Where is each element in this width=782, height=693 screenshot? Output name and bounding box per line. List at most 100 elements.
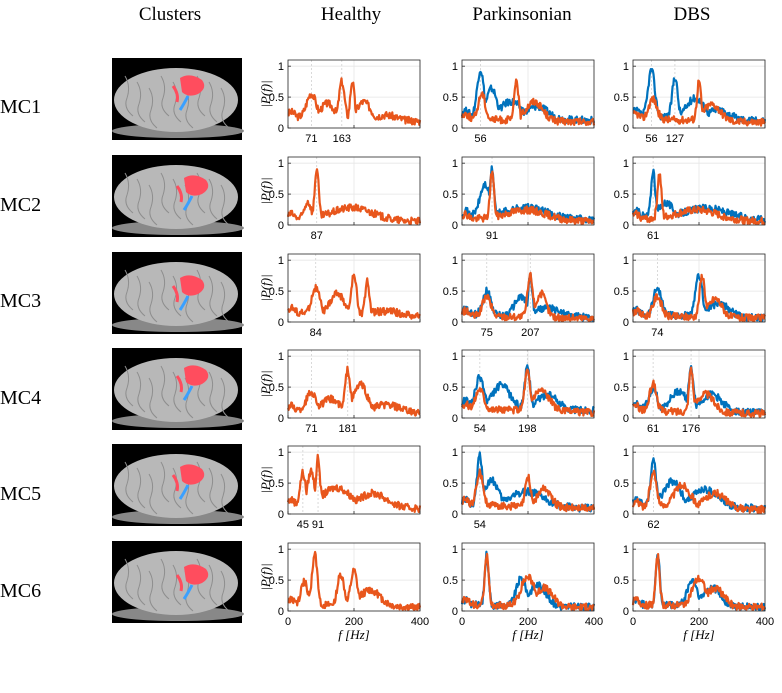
y-tick-label: 0 <box>452 220 458 232</box>
y-tick-label: 1 <box>278 255 284 267</box>
blue-cluster <box>178 484 190 500</box>
y-tick-label: 0 <box>278 509 284 521</box>
y-tick-label: 0.5 <box>614 478 629 490</box>
red-cluster-trail <box>175 574 183 592</box>
brain-sulcus <box>136 178 146 220</box>
red-cluster-trail <box>171 474 179 492</box>
brain-sulcus <box>124 558 134 600</box>
red-cluster-trail <box>175 375 183 393</box>
series-line-orange <box>631 553 766 611</box>
brain-cluster-image-2 <box>112 155 244 237</box>
brain-sulcus <box>172 275 182 317</box>
y-tick-label: 0 <box>623 413 629 425</box>
series-line-orange <box>632 79 767 127</box>
brain-sulcus <box>172 467 182 509</box>
series-line-orange <box>631 469 767 514</box>
brain-sulcus <box>220 377 230 419</box>
brain-sulcus <box>172 564 182 606</box>
y-tick-label: 1 <box>623 255 629 267</box>
red-cluster <box>184 365 209 386</box>
y-tick-label: 0 <box>623 123 629 135</box>
y-tick-label: 1 <box>278 61 284 73</box>
peak-annotation: 74 <box>651 327 663 339</box>
blue-cluster <box>178 95 190 111</box>
brain-sulcus <box>148 570 158 612</box>
brain-sulcus <box>136 564 146 606</box>
y-tick-label: 1 <box>452 158 458 170</box>
x-axis-label: f [Hz] <box>512 627 543 642</box>
red-cluster <box>184 175 209 196</box>
series-line-orange <box>460 368 596 417</box>
peak-annotation: 54 <box>474 423 486 435</box>
y-tick-label: 0 <box>278 123 284 135</box>
peak-annotation: 207 <box>521 327 539 339</box>
brain-sulcus <box>208 467 218 509</box>
brain-sulcus <box>148 377 158 419</box>
peak-annotation: 163 <box>333 133 351 145</box>
peak-annotation: 91 <box>312 519 324 531</box>
brain-sulcus <box>148 473 158 515</box>
peak-annotation: 91 <box>486 230 498 242</box>
series-line-orange <box>461 468 596 513</box>
brain-sulcus <box>124 461 134 503</box>
peak-annotation: 198 <box>518 423 536 435</box>
panel-mc2-parkinsonian: 0 0.5 1 91 <box>443 156 596 242</box>
y-tick-label: 1 <box>623 61 629 73</box>
series-line-orange <box>460 552 595 611</box>
panel-mc5-healthy: 0 0.5 1 |P(f)| 45 91 <box>258 445 422 531</box>
series-line-orange <box>631 273 767 322</box>
red-cluster <box>180 75 205 96</box>
y-tick-label: 1 <box>278 351 284 363</box>
panel-mc5-dbs: 0 0.5 1 62 <box>614 445 767 531</box>
y-tick-label: 1 <box>452 351 458 363</box>
col-header-healthy: Healthy <box>320 4 382 25</box>
y-tick-label: 1 <box>452 544 458 556</box>
panel-mc1-healthy: 0 0.5 1 |P(f)| 71 163 <box>258 59 422 145</box>
row-label-mc4: MC4 <box>0 387 42 409</box>
y-tick-label: 0.5 <box>269 382 284 394</box>
brain-cluster-image-3 <box>112 252 244 334</box>
peak-annotation: 62 <box>647 519 659 531</box>
brain-sulcus <box>184 377 194 419</box>
y-tick-label: 0.5 <box>443 286 458 298</box>
brain-sulcus <box>208 275 218 317</box>
row-label-mc6: MC6 <box>0 580 42 602</box>
y-tick-label: 0.5 <box>443 189 458 201</box>
brain-sulcus <box>220 281 230 323</box>
brain-sulcus <box>208 81 218 123</box>
brain-sulcus <box>220 473 230 515</box>
x-tick-label: 400 <box>756 616 774 628</box>
red-cluster <box>180 464 205 485</box>
brain-sulcus <box>136 467 146 509</box>
y-tick-label: 0 <box>623 606 629 618</box>
y-tick-label: 1 <box>452 61 458 73</box>
panel-mc2-dbs: 0 0.5 1 61 <box>614 156 767 242</box>
peak-annotation: 54 <box>474 519 486 531</box>
blue-cluster <box>178 295 190 311</box>
y-tick-label: 1 <box>623 544 629 556</box>
brain-sulcus <box>160 269 170 311</box>
y-tick-label: 1 <box>278 544 284 556</box>
brain-sulcus <box>136 371 146 413</box>
row-label-mc5: MC5 <box>0 483 42 505</box>
x-tick-label: 400 <box>585 616 603 628</box>
brain-cluster-image-1 <box>112 58 244 140</box>
x-axis-label: f [Hz] <box>683 627 714 642</box>
red-cluster <box>180 275 205 296</box>
blue-cluster <box>182 195 194 211</box>
red-cluster-trail <box>175 185 183 203</box>
panel-mc6-healthy: 0 0.5 1 |P(f)| 0 200 400 f [Hz] <box>258 542 429 642</box>
panel-mc1-dbs: 0 0.5 1 56 127 <box>614 59 767 145</box>
y-tick-label: 1 <box>623 158 629 170</box>
col-header-parkinsonian: Parkinsonian <box>472 4 572 25</box>
y-tick-label: 0.5 <box>269 189 284 201</box>
red-cluster <box>184 564 209 585</box>
x-tick-label: 200 <box>345 616 363 628</box>
brain-sulcus <box>208 564 218 606</box>
peak-annotation: 71 <box>305 133 317 145</box>
panel-mc6-parkinsonian: 0 0.5 1 0 200 400 f [Hz] <box>443 542 603 642</box>
brain-sulcus <box>220 570 230 612</box>
brain-sulcus <box>124 172 134 214</box>
y-tick-label: 1 <box>452 447 458 459</box>
y-axis-label: |P(f)| <box>258 370 273 397</box>
